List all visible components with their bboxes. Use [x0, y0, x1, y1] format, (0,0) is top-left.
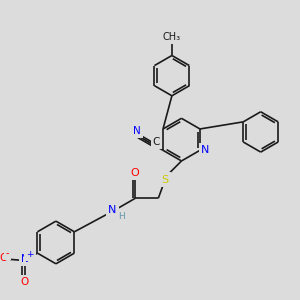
Text: +: +: [26, 250, 34, 259]
Text: -: -: [6, 248, 9, 258]
Text: H: H: [118, 212, 125, 221]
Text: O: O: [0, 253, 8, 263]
Text: CH₃: CH₃: [163, 32, 181, 42]
Text: S: S: [162, 175, 169, 184]
Text: C: C: [153, 137, 160, 147]
Text: N: N: [201, 145, 209, 155]
Text: N: N: [108, 205, 116, 215]
Text: O: O: [20, 277, 29, 287]
Text: N: N: [21, 254, 28, 264]
Text: N: N: [133, 126, 141, 136]
Text: O: O: [131, 168, 140, 178]
